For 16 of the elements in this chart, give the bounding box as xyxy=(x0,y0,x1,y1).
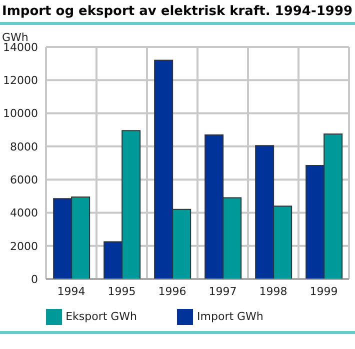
y-tick-label: 0 xyxy=(31,272,38,286)
y-tick-label: 12000 xyxy=(3,74,38,88)
y-tick-label: 2000 xyxy=(10,240,38,253)
y-tick-label: 4000 xyxy=(10,206,38,220)
x-tick-label: 1995 xyxy=(108,284,136,298)
legend-label: Import GWh xyxy=(197,310,264,324)
x-tick-label: 1996 xyxy=(158,284,186,298)
y-tick-label: 6000 xyxy=(10,173,38,186)
chart-title: Import og eksport av elektrisk kraft. 1994-1999 xyxy=(1,3,354,21)
x-tick-label: 1997 xyxy=(208,284,237,298)
y-tick-label: 8000 xyxy=(10,140,38,154)
y-tick-label: 10000 xyxy=(3,107,38,120)
x-tick-label: 1994 xyxy=(57,284,86,298)
legend-label: Eksport GWh xyxy=(66,310,138,324)
x-tick-label: 1999 xyxy=(310,284,338,298)
x-tick-label: 1998 xyxy=(259,284,288,298)
